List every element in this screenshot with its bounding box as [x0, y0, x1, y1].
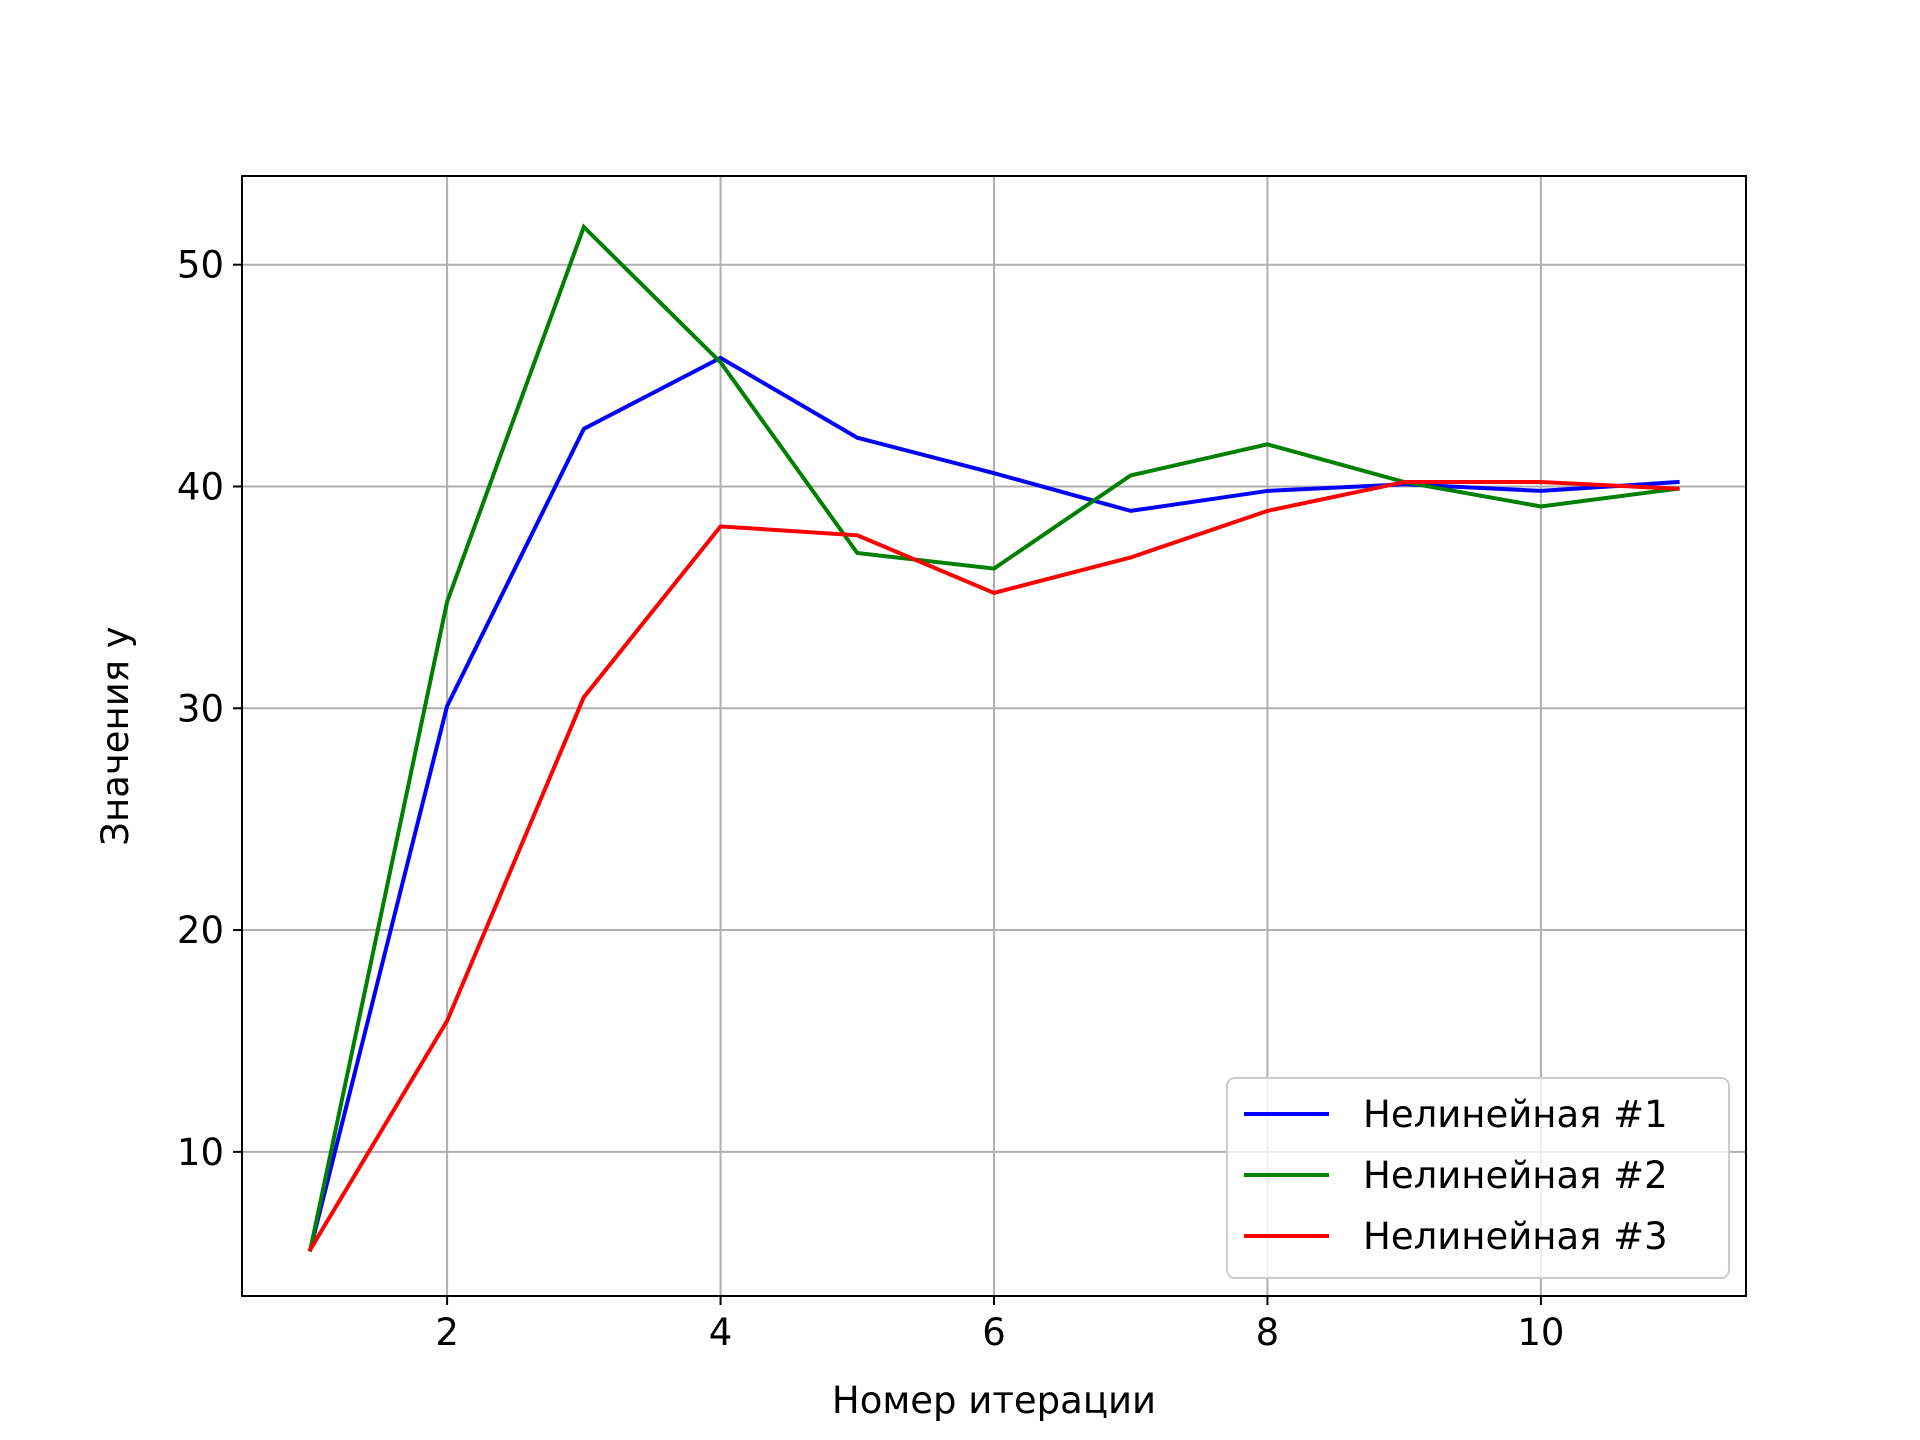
x-axis-label: Номер итерации	[832, 1379, 1156, 1422]
y-tick-label: 40	[177, 465, 224, 508]
x-tick-label: 6	[982, 1311, 1006, 1354]
legend-box	[1226, 1077, 1730, 1279]
x-tick-label: 2	[435, 1311, 459, 1354]
x-tick-label: 10	[1517, 1311, 1564, 1354]
x-axis-ticks: 2 4 6 8 10	[435, 1296, 1564, 1354]
legend-label-2: Нелинейная #2	[1363, 1154, 1668, 1197]
series-line-3	[307, 480, 1680, 1253]
legend-label-1: Нелинейная #1	[1363, 1093, 1668, 1136]
series-line-2	[307, 223, 1680, 1252]
x-tick-label: 4	[709, 1311, 733, 1354]
y-tick-label: 10	[177, 1131, 224, 1174]
y-tick-label: 30	[177, 687, 224, 730]
y-tick-label: 20	[177, 909, 224, 952]
x-tick-label: 8	[1256, 1311, 1280, 1354]
y-axis-label: Значения y	[94, 626, 137, 845]
y-tick-label: 50	[177, 244, 224, 287]
series-lines	[307, 223, 1680, 1253]
legend-label-3: Нелинейная #3	[1363, 1215, 1668, 1258]
y-axis-ticks: 10 20 30 40 50	[177, 244, 242, 1174]
grid-lines	[242, 176, 1746, 1296]
legend: Нелинейная #1 Нелинейная #2 Нелинейная #3	[1226, 1077, 1730, 1279]
series-line-1	[307, 355, 1680, 1252]
